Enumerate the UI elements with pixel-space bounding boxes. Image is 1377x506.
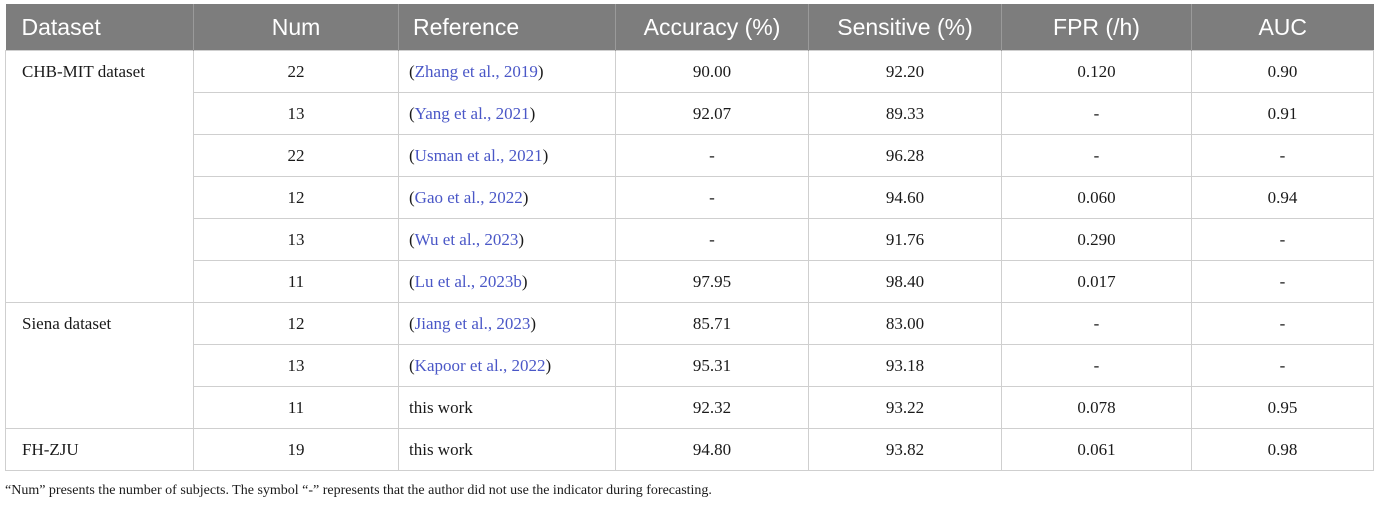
header-reference: Reference xyxy=(398,4,616,51)
reference-cell: (Jiang et al., 2023) xyxy=(398,302,616,345)
header-fpr: FPR (/h) xyxy=(1001,4,1192,51)
reference-cell: (Usman et al., 2021) xyxy=(398,134,616,177)
reference-cell: (Zhang et al., 2019) xyxy=(398,50,616,93)
dataset-cell-fh-zju: FH-ZJU xyxy=(5,428,194,471)
header-sensitive: Sensitive (%) xyxy=(808,4,1002,51)
num-cell: 13 xyxy=(193,92,399,135)
auc-cell: - xyxy=(1191,344,1374,387)
reference-cell: this work xyxy=(398,428,616,471)
auc-cell: - xyxy=(1191,218,1374,261)
sensitive-cell: 96.28 xyxy=(808,134,1002,177)
num-cell: 11 xyxy=(193,386,399,429)
auc-cell: 0.98 xyxy=(1191,428,1374,471)
accuracy-cell: - xyxy=(615,134,809,177)
fpr-cell: - xyxy=(1001,302,1192,345)
accuracy-cell: 97.95 xyxy=(615,260,809,303)
fpr-cell: - xyxy=(1001,344,1192,387)
header-dataset: Dataset xyxy=(5,4,194,51)
reference-cell: (Wu et al., 2023) xyxy=(398,218,616,261)
reference-link[interactable]: Jiang et al., 2023 xyxy=(414,313,531,333)
sensitive-cell: 93.18 xyxy=(808,344,1002,387)
reference-link[interactable]: Kapoor et al., 2022 xyxy=(414,355,546,375)
table-body: CHB-MIT dataset 22 (Zhang et al., 2019) … xyxy=(5,50,1374,471)
fpr-cell: - xyxy=(1001,92,1192,135)
reference-cell: (Lu et al., 2023b) xyxy=(398,260,616,303)
fpr-cell: 0.120 xyxy=(1001,50,1192,93)
reference-link[interactable]: Usman et al., 2021 xyxy=(414,145,543,165)
header-row: Dataset Num Reference Accuracy (%) Sensi… xyxy=(5,4,1374,51)
reference-cell: (Kapoor et al., 2022) xyxy=(398,344,616,387)
sensitive-cell: 91.76 xyxy=(808,218,1002,261)
sensitive-cell: 93.82 xyxy=(808,428,1002,471)
dataset-cell-chb-mit: CHB-MIT dataset xyxy=(5,50,194,303)
table-row: CHB-MIT dataset 22 (Zhang et al., 2019) … xyxy=(5,50,1374,303)
table-row: 11 this work 92.32 93.22 0.078 0.95 xyxy=(6,386,1374,429)
sensitive-cell: 89.33 xyxy=(808,92,1002,135)
table-row: Siena dataset 12 (Jiang et al., 2023) 85… xyxy=(5,302,1374,429)
table-row: 12 (Gao et al., 2022) - 94.60 0.060 0.94 xyxy=(6,176,1374,219)
reference-link[interactable]: Gao et al., 2022 xyxy=(414,187,523,207)
reference-cell: (Gao et al., 2022) xyxy=(398,176,616,219)
table-header: Dataset Num Reference Accuracy (%) Sensi… xyxy=(5,4,1374,51)
auc-cell: - xyxy=(1191,302,1374,345)
table-row: 13 (Kapoor et al., 2022) 95.31 93.18 - - xyxy=(6,344,1374,387)
reference-link[interactable]: Yang et al., 2021 xyxy=(414,103,530,123)
sensitive-cell: 93.22 xyxy=(808,386,1002,429)
header-accuracy: Accuracy (%) xyxy=(615,4,809,51)
num-cell: 19 xyxy=(193,428,399,471)
table-row: 13 (Yang et al., 2021) 92.07 89.33 - 0.9… xyxy=(6,92,1374,135)
table-row: FH-ZJU 19 this work 94.80 93.82 0.061 0.… xyxy=(5,428,1374,471)
table-row: 13 (Wu et al., 2023) - 91.76 0.290 - xyxy=(6,218,1374,261)
sensitive-cell: 92.20 xyxy=(808,50,1002,93)
header-num: Num xyxy=(193,4,399,51)
auc-cell: 0.94 xyxy=(1191,176,1374,219)
fpr-cell: 0.017 xyxy=(1001,260,1192,303)
num-cell: 13 xyxy=(193,344,399,387)
reference-link[interactable]: Wu et al., 2023 xyxy=(414,229,519,249)
fpr-cell: - xyxy=(1001,134,1192,177)
sensitive-cell: 98.40 xyxy=(808,260,1002,303)
table-row: 22 (Usman et al., 2021) - 96.28 - - xyxy=(6,134,1374,177)
auc-cell: 0.95 xyxy=(1191,386,1374,429)
accuracy-cell: 94.80 xyxy=(615,428,809,471)
reference-link[interactable]: Lu et al., 2023b xyxy=(414,271,522,291)
table-row: 11 (Lu et al., 2023b) 97.95 98.40 0.017 … xyxy=(6,260,1374,303)
num-cell: 11 xyxy=(193,260,399,303)
fpr-cell: 0.078 xyxy=(1001,386,1192,429)
header-auc: AUC xyxy=(1191,4,1374,51)
num-cell: 12 xyxy=(193,176,399,219)
sensitive-cell: 94.60 xyxy=(808,176,1002,219)
reference-cell: (Yang et al., 2021) xyxy=(398,92,616,135)
table-footnote: “Num” presents the number of subjects. T… xyxy=(5,483,712,498)
accuracy-cell: 85.71 xyxy=(615,302,809,345)
auc-cell: - xyxy=(1191,134,1374,177)
fpr-cell: 0.061 xyxy=(1001,428,1192,471)
reference-link[interactable]: Zhang et al., 2019 xyxy=(414,61,538,81)
fpr-cell: 0.060 xyxy=(1001,176,1192,219)
fpr-cell: 0.290 xyxy=(1001,218,1192,261)
reference-cell: this work xyxy=(398,386,616,429)
sensitive-cell: 83.00 xyxy=(808,302,1002,345)
accuracy-cell: 92.07 xyxy=(615,92,809,135)
accuracy-cell: 95.31 xyxy=(615,344,809,387)
comparison-table: Dataset Num Reference Accuracy (%) Sensi… xyxy=(5,4,1374,471)
auc-cell: 0.91 xyxy=(1191,92,1374,135)
auc-cell: 0.90 xyxy=(1191,50,1374,93)
accuracy-cell: - xyxy=(615,176,809,219)
auc-cell: - xyxy=(1191,260,1374,303)
accuracy-cell: 90.00 xyxy=(615,50,809,93)
comparison-table-container: Dataset Num Reference Accuracy (%) Sensi… xyxy=(5,4,1374,471)
num-cell: 22 xyxy=(193,50,399,93)
num-cell: 13 xyxy=(193,218,399,261)
num-cell: 12 xyxy=(193,302,399,345)
accuracy-cell: - xyxy=(615,218,809,261)
num-cell: 22 xyxy=(193,134,399,177)
dataset-cell-siena: Siena dataset xyxy=(5,302,194,429)
accuracy-cell: 92.32 xyxy=(615,386,809,429)
